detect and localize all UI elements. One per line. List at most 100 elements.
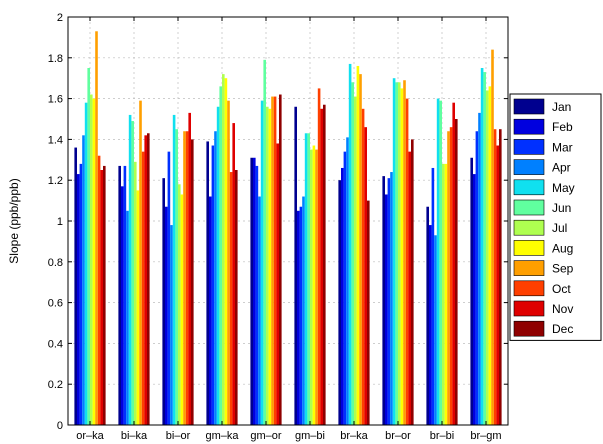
y-tick-label: 0	[57, 420, 63, 432]
bar	[219, 86, 222, 426]
bar	[361, 108, 365, 426]
bar	[141, 151, 145, 425]
bar	[475, 131, 479, 426]
y-axis-label: Slope (ppb/ppb)	[7, 178, 21, 263]
y-tick-label: 1.4	[48, 134, 63, 146]
x-tick-label: gm–ka	[205, 430, 239, 442]
bar	[209, 196, 212, 425]
bar	[455, 119, 458, 425]
axes: 0 0.2 0.4 0.6 0.8 1 1.2 1.4 1.6 1.8 2 or–ka bi–ka bi–…	[48, 12, 508, 442]
bar	[214, 131, 217, 426]
bar	[139, 100, 142, 425]
bar	[387, 178, 391, 425]
bar	[144, 135, 147, 425]
y-tick-label: 0.2	[48, 379, 63, 391]
bar	[180, 194, 184, 425]
bar	[276, 143, 279, 426]
bar	[87, 68, 90, 425]
bar	[408, 151, 411, 425]
bar	[227, 100, 230, 425]
bar	[398, 82, 401, 425]
bar	[134, 161, 137, 425]
bar	[392, 78, 396, 425]
x-tick-label: br–bi	[430, 430, 454, 442]
legend-label: Jun	[552, 201, 571, 215]
bar	[167, 151, 171, 425]
bar	[299, 206, 303, 425]
legend-swatch	[513, 98, 545, 115]
bar	[121, 186, 124, 425]
bar	[147, 133, 150, 425]
bar	[385, 194, 388, 425]
bar	[268, 108, 272, 426]
bar	[216, 106, 220, 425]
bar	[183, 131, 186, 426]
legend-swatch	[513, 159, 545, 175]
bar	[310, 149, 313, 425]
y-tick-label: 2	[57, 12, 63, 24]
bar	[123, 165, 127, 426]
bar	[136, 190, 140, 425]
bar	[74, 147, 77, 425]
bar	[297, 210, 300, 425]
bar	[317, 88, 321, 426]
legend-label: May	[552, 181, 575, 195]
bar	[395, 82, 398, 425]
legend-label: Aug	[552, 241, 573, 255]
bar	[304, 133, 308, 425]
bar	[273, 96, 277, 425]
bar	[346, 137, 349, 426]
legend-swatch	[513, 118, 545, 135]
legend-label: Oct	[552, 282, 571, 296]
bar	[232, 123, 235, 425]
bar	[90, 94, 93, 426]
bar	[263, 59, 266, 426]
bar	[452, 102, 455, 426]
bar	[338, 180, 341, 425]
bar	[266, 106, 269, 425]
bar	[496, 145, 499, 425]
bar	[97, 155, 101, 425]
y-tick-label: 1.6	[48, 94, 63, 106]
bar	[92, 98, 96, 425]
bar	[235, 170, 238, 425]
bar	[426, 206, 429, 425]
bar	[478, 112, 481, 425]
bar	[170, 225, 173, 425]
bar	[367, 200, 370, 425]
bar	[178, 184, 181, 425]
legend-label: Mar	[552, 140, 573, 154]
bar	[175, 129, 178, 425]
bar	[211, 145, 215, 425]
bar	[229, 172, 233, 425]
bar	[343, 151, 347, 425]
bar	[165, 206, 168, 425]
x-tick-label: br–or	[385, 430, 411, 442]
bar	[77, 174, 80, 425]
y-tick-label: 1	[57, 216, 63, 228]
x-tick-label: bi–ka	[121, 430, 148, 442]
bar	[128, 114, 132, 426]
bar	[312, 145, 316, 425]
x-tick-label: or–ka	[76, 430, 104, 442]
bar	[499, 129, 502, 425]
bar	[162, 178, 165, 425]
bar	[470, 157, 473, 425]
bar	[260, 100, 264, 425]
bar	[255, 165, 259, 426]
bar	[434, 235, 437, 425]
bar	[359, 74, 362, 426]
bar	[351, 82, 354, 425]
bar	[356, 65, 360, 426]
bars	[74, 31, 502, 426]
bar	[307, 133, 310, 425]
legend-label: Jan	[552, 100, 571, 114]
bar	[82, 135, 85, 425]
legend-label: Dec	[552, 322, 573, 336]
bar	[224, 78, 228, 425]
legend-swatch	[513, 280, 545, 297]
bar	[436, 98, 440, 425]
legend: Jan Feb Mar Apr May Jun Jul Aug Sep Oct Nov Dec	[509, 93, 602, 341]
bar	[188, 112, 191, 425]
